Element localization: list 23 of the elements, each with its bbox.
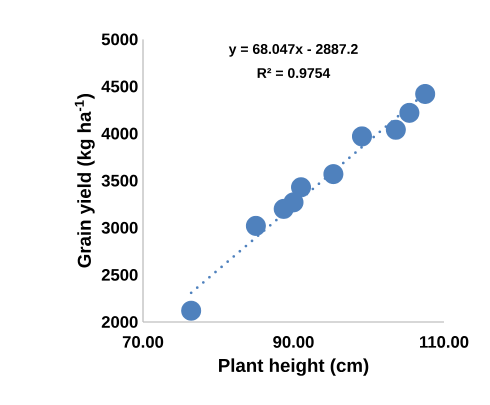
annotation: y = 68.047x - 2887.2 [228, 44, 358, 57]
y-tick-label: 3500 [102, 174, 138, 187]
y-axis-title: Grain yield (kg ha$^{-1}$) [74, 94, 95, 268]
point [291, 177, 312, 198]
y-tick-label: 4500 [101, 80, 138, 92]
point [181, 300, 202, 321]
point [399, 102, 420, 123]
point [323, 164, 344, 184]
y-tick-label: 3000 [102, 222, 138, 234]
point [415, 84, 436, 104]
point [283, 192, 304, 212]
y-tick-label: 2000 [102, 316, 138, 328]
x-tick-label: 110.00 [420, 336, 468, 348]
point [352, 126, 372, 146]
point [386, 120, 406, 140]
annotation: R² = 0.9754 [258, 68, 330, 78]
y-tick-label: 5000 [102, 33, 138, 46]
x-tick-label: 70.00 [122, 336, 164, 348]
x-axis-title: Plant height (cm) [219, 358, 368, 376]
point [246, 216, 266, 236]
y-tick-label: 4000 [101, 128, 138, 140]
y-tick-label: 2500 [102, 269, 138, 281]
x-tick-label: 90.00 [273, 336, 314, 348]
